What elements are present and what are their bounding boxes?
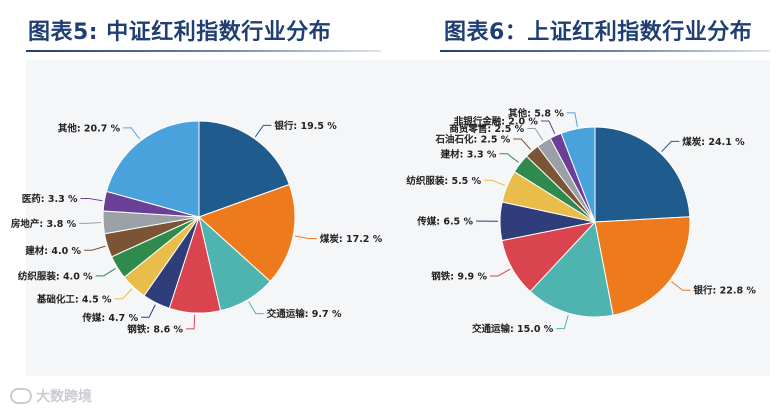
- title-divider-left: [26, 50, 381, 52]
- leader-line-石油石化: [513, 138, 531, 150]
- leader-line-纺织服装: [95, 268, 116, 277]
- leader-line-建材: [499, 153, 519, 163]
- pie-slice-交通运输: [529, 220, 614, 318]
- slice-label-煤炭: 煤炭: 17.2 %: [320, 233, 383, 245]
- leader-line-建材: [84, 245, 106, 251]
- leader-line-钢铁: [186, 314, 196, 330]
- slice-label-银行: 银行: 22.8 %: [694, 285, 757, 297]
- watermark-logo-icon: [10, 388, 32, 404]
- leader-line-钢铁: [490, 268, 511, 277]
- slice-label-基础化工: 基础化工: 4.5 %: [36, 293, 112, 305]
- pie-slice-其他: [105, 120, 200, 218]
- leader-line-非银行金融: [540, 120, 556, 134]
- slice-label-石油石化: 石油石化: 2.5 %: [435, 134, 511, 146]
- leader-line-基础化工: [114, 288, 133, 300]
- slice-label-银行: 银行: 19.5 %: [274, 120, 337, 132]
- slice-label-传媒: 传媒: 6.5 %: [416, 216, 473, 228]
- slice-label-医药: 医药: 3.3 %: [22, 193, 78, 205]
- title-divider-right: [440, 50, 770, 52]
- pie-slice-银行: [198, 120, 290, 218]
- leader-line-商贸零售: [527, 128, 544, 141]
- slice-label-交通运输: 交通运输: 9.7 %: [267, 308, 342, 320]
- leader-line-房地产: [79, 222, 102, 224]
- leader-line-其他: [123, 127, 141, 140]
- slice-label-煤炭: 煤炭: 24.1 %: [682, 136, 745, 148]
- pie-slice-其他: [560, 126, 596, 223]
- slice-label-钢铁: 钢铁: 8.6 %: [127, 323, 183, 335]
- watermark-text: 大数跨境: [36, 389, 92, 405]
- slice-label-其他: 其他: 5.8 %: [508, 107, 564, 119]
- leader-line-煤炭: [661, 140, 680, 152]
- chart-title-right: 图表6：上证红利指数行业分布: [444, 20, 753, 45]
- leader-line-银行: [254, 124, 272, 138]
- leader-line-银行: [671, 281, 691, 291]
- slice-label-建材: 建材: 3.3 %: [440, 148, 497, 160]
- slice-label-非银行金融: 非银行金融: 2.0 %: [454, 115, 539, 127]
- leader-line-纺织服装: [484, 179, 506, 187]
- watermark: 大数跨境: [10, 386, 92, 406]
- leader-line-煤炭: [295, 235, 317, 240]
- slice-label-房地产: 房地产: 3.8 %: [11, 218, 77, 230]
- slice-label-纺织服装: 纺织服装: 4.0 %: [18, 270, 93, 282]
- slice-label-其他: 其他: 20.7 %: [58, 122, 121, 134]
- leader-line-传媒: [141, 304, 156, 318]
- leader-line-其他: [566, 112, 578, 127]
- leader-line-交通运输: [556, 315, 569, 330]
- slice-label-建材: 建材: 4.0 %: [24, 245, 81, 257]
- slice-label-纺织服装: 纺织服装: 5.5 %: [406, 175, 481, 187]
- slice-label-交通运输: 交通运输: 15.0 %: [472, 323, 554, 335]
- pie-chart-1: 银行: 19.5 % 煤炭: 17.2 % 交通运输: 9.7 % 钢铁: 8.6 %…: [11, 120, 383, 336]
- slice-label-传媒: 传媒: 4.7 %: [81, 312, 138, 324]
- leader-line-医药: [80, 197, 103, 202]
- pie-slice-煤炭: [198, 183, 296, 283]
- slice-label-钢铁: 钢铁: 9.9 %: [431, 270, 487, 282]
- leader-line-交通运输: [248, 301, 264, 315]
- chart-title-left: 图表5: 中证红利指数行业分布: [28, 20, 332, 45]
- pie-chart-2: 煤炭: 24.1 % 银行: 22.8 % 交通运输: 15.0 % 钢铁: 9.9 …: [406, 107, 756, 335]
- slice-label-商贸零售: 商贸零售: 2.5 %: [449, 123, 524, 135]
- pie-slice-银行: [594, 216, 691, 316]
- pie-slice-煤炭: [594, 126, 691, 223]
